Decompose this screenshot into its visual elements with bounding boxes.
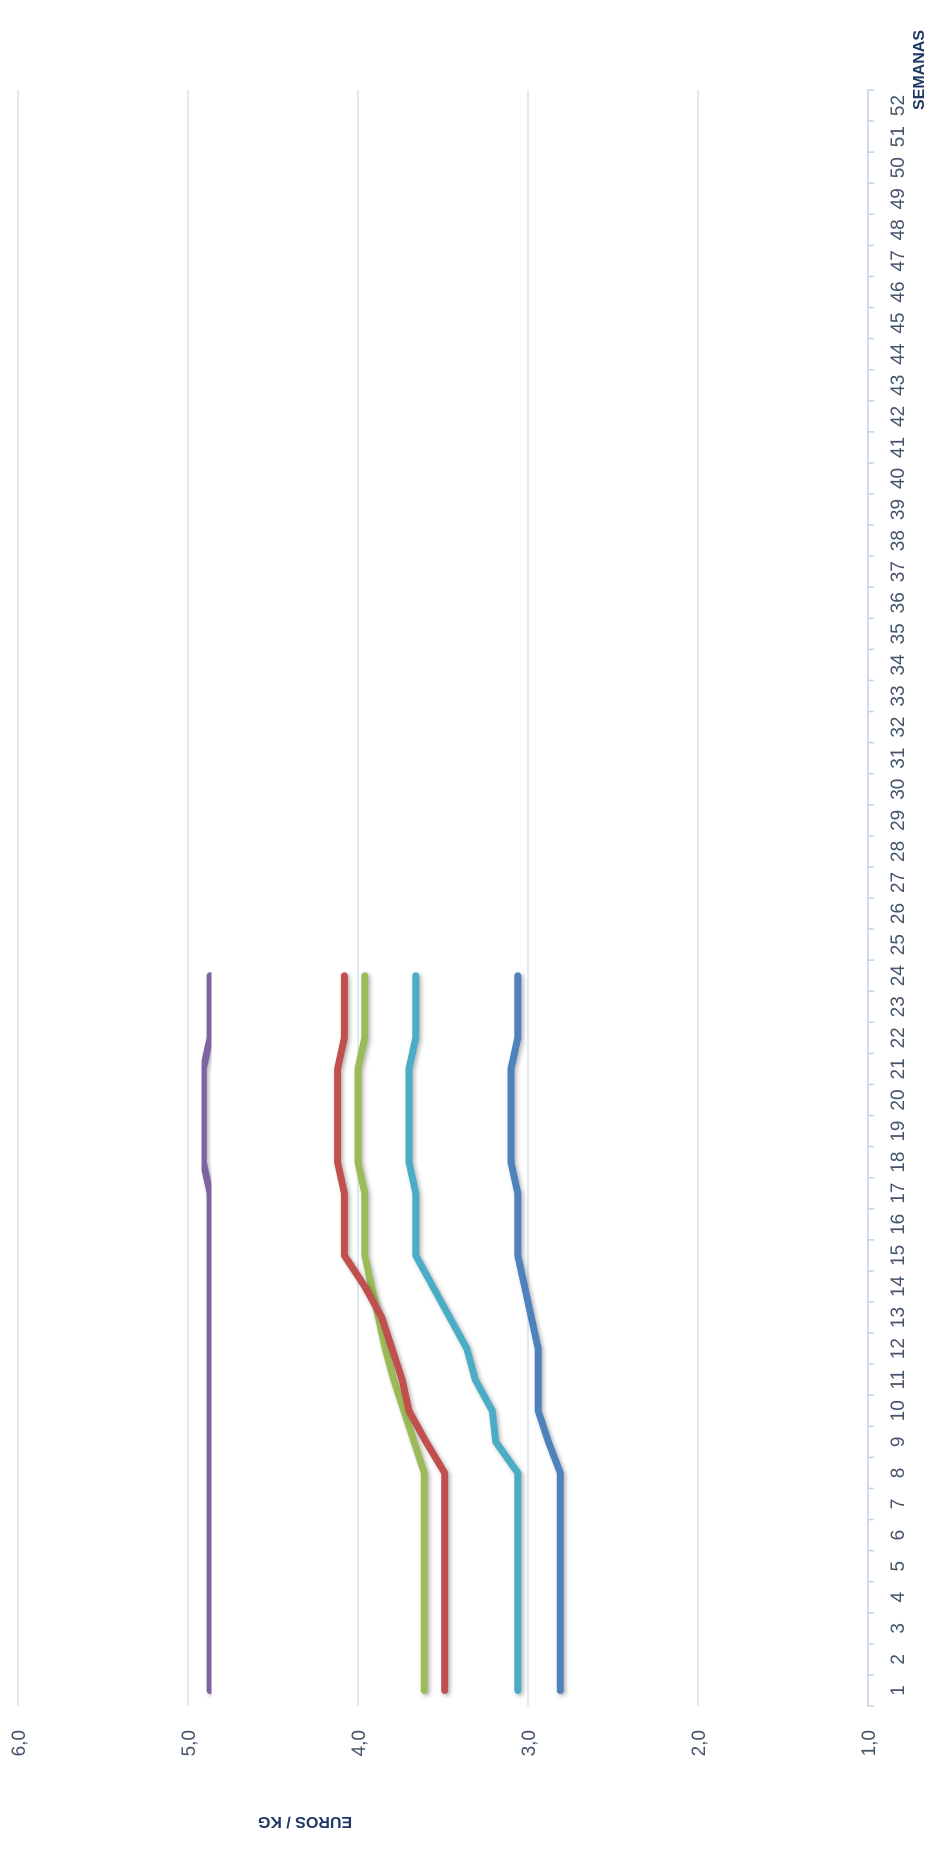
x-tick-label: 20	[888, 1089, 909, 1110]
x-tick-label: 46	[888, 281, 909, 302]
series-line-5	[199, 972, 214, 1694]
x-axis-title: SEMANAS	[911, 30, 928, 110]
x-tick-label: 45	[888, 313, 909, 334]
x-tick-label: 38	[888, 530, 909, 551]
x-tick-label: 52	[888, 95, 909, 116]
x-tick-label: 32	[888, 717, 909, 738]
x-tick-label: 16	[888, 1214, 909, 1235]
x-tick-label: 37	[888, 561, 909, 582]
y-tick-label: 5,0	[179, 1730, 200, 1756]
series-line-4	[334, 972, 449, 1694]
x-tick-label: 5	[888, 1561, 909, 1572]
y-axis-title: EUROS / KG	[258, 1813, 352, 1830]
x-tick-label: 30	[888, 779, 909, 800]
x-tick-labels: 1234567891011121314151617181920212223242…	[888, 95, 909, 1696]
x-tick-label: 41	[888, 437, 909, 458]
x-tick-label: 27	[888, 872, 909, 893]
x-tick-label: 21	[888, 1058, 909, 1079]
x-tick-label: 14	[888, 1275, 909, 1297]
x-tick-label: 26	[888, 903, 909, 924]
x-tick-label: 10	[888, 1400, 909, 1421]
x-tick-label: 25	[888, 934, 909, 955]
x-tick-label: 49	[888, 188, 909, 209]
x-tick-label: 15	[888, 1245, 909, 1266]
x-tick-label: 33	[888, 685, 909, 706]
y-tick-labels: 1,0 2,0 3,0 4,0 5,0 6,0	[9, 1730, 880, 1756]
x-tick-label: 11	[888, 1370, 909, 1390]
x-tick-label: 50	[888, 157, 909, 178]
y-tick-label: 4,0	[349, 1730, 370, 1756]
x-tick-label: 28	[888, 841, 909, 862]
x-tick-label: 43	[888, 375, 909, 396]
x-tick-label: 34	[888, 654, 909, 676]
x-tick-label: 7	[888, 1499, 909, 1510]
x-tick-label: 44	[888, 343, 909, 365]
x-tick-label: 4	[888, 1592, 909, 1603]
y-tick-label: 6,0	[9, 1730, 30, 1756]
x-tick-label: 47	[888, 250, 909, 271]
x-tick-label: 9	[888, 1437, 909, 1448]
gridlines	[17, 90, 699, 1706]
x-tick-label: 2	[888, 1654, 909, 1665]
y-tick-label: 2,0	[689, 1730, 710, 1756]
x-tick-label: 39	[888, 499, 909, 520]
series-lines	[199, 972, 564, 1694]
axes	[867, 89, 874, 1707]
x-tick-label: 12	[888, 1338, 909, 1359]
x-tick-label: 1	[888, 1685, 909, 1696]
x-tick-label: 35	[888, 623, 909, 644]
x-tick-label: 51	[888, 126, 909, 147]
x-tick-label: 19	[888, 1121, 909, 1142]
x-tick-label: 36	[888, 592, 909, 613]
x-tick-label: 31	[888, 748, 909, 769]
x-tick-label: 17	[888, 1183, 909, 1204]
x-tick-label: 24	[888, 965, 909, 987]
x-tick-label: 48	[888, 219, 909, 240]
x-tick-label: 42	[888, 406, 909, 427]
x-tick-label: 29	[888, 810, 909, 831]
x-tick-label: 13	[888, 1307, 909, 1328]
x-tick-label: 18	[888, 1152, 909, 1173]
series-line-3	[354, 972, 428, 1694]
x-tick-label: 3	[888, 1623, 909, 1634]
series-line-1	[507, 972, 564, 1694]
x-tick-label: 22	[888, 1027, 909, 1048]
x-tick-label: 6	[888, 1530, 909, 1541]
y-tick-label: 3,0	[519, 1730, 540, 1756]
y-tick-label: 1,0	[859, 1730, 880, 1756]
x-tick-label: 23	[888, 996, 909, 1017]
series-line-2	[405, 972, 522, 1694]
x-tick-label: 8	[888, 1468, 909, 1479]
x-tick-label: 40	[888, 468, 909, 489]
